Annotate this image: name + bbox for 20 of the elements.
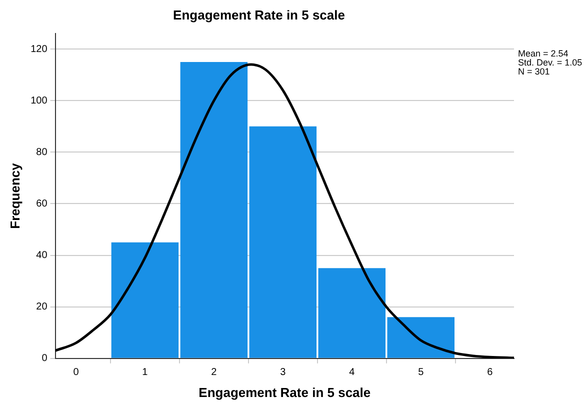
y-tick-label: 0 xyxy=(42,353,48,364)
x-tick-label: 5 xyxy=(418,367,424,378)
x-tick-label: 1 xyxy=(142,367,148,378)
x-tick-label: 4 xyxy=(349,367,356,378)
y-axis-title: Frequency xyxy=(7,162,22,229)
x-tick-label: 2 xyxy=(211,367,218,378)
text: Mean = 2.54 xyxy=(518,48,568,59)
text: N = 301 xyxy=(518,66,550,77)
y-tick-label: 100 xyxy=(30,95,48,106)
x-tick-label: 6 xyxy=(487,367,494,378)
y-tick-label: 60 xyxy=(36,198,48,210)
text: Std. Dev. = 1.05 xyxy=(518,58,582,68)
y-tick-label: 120 xyxy=(30,44,48,55)
y-tick-label: 20 xyxy=(36,302,48,313)
y-tick-label: 80 xyxy=(36,146,48,158)
chart-title: Engagement Rate in 5 scale xyxy=(173,7,345,22)
x-tick-label: 0 xyxy=(73,367,80,378)
y-tick-label: 40 xyxy=(36,250,48,262)
x-axis-title: Engagement Rate in 5 scale xyxy=(198,384,371,400)
x-tick-label: 3 xyxy=(280,367,286,378)
